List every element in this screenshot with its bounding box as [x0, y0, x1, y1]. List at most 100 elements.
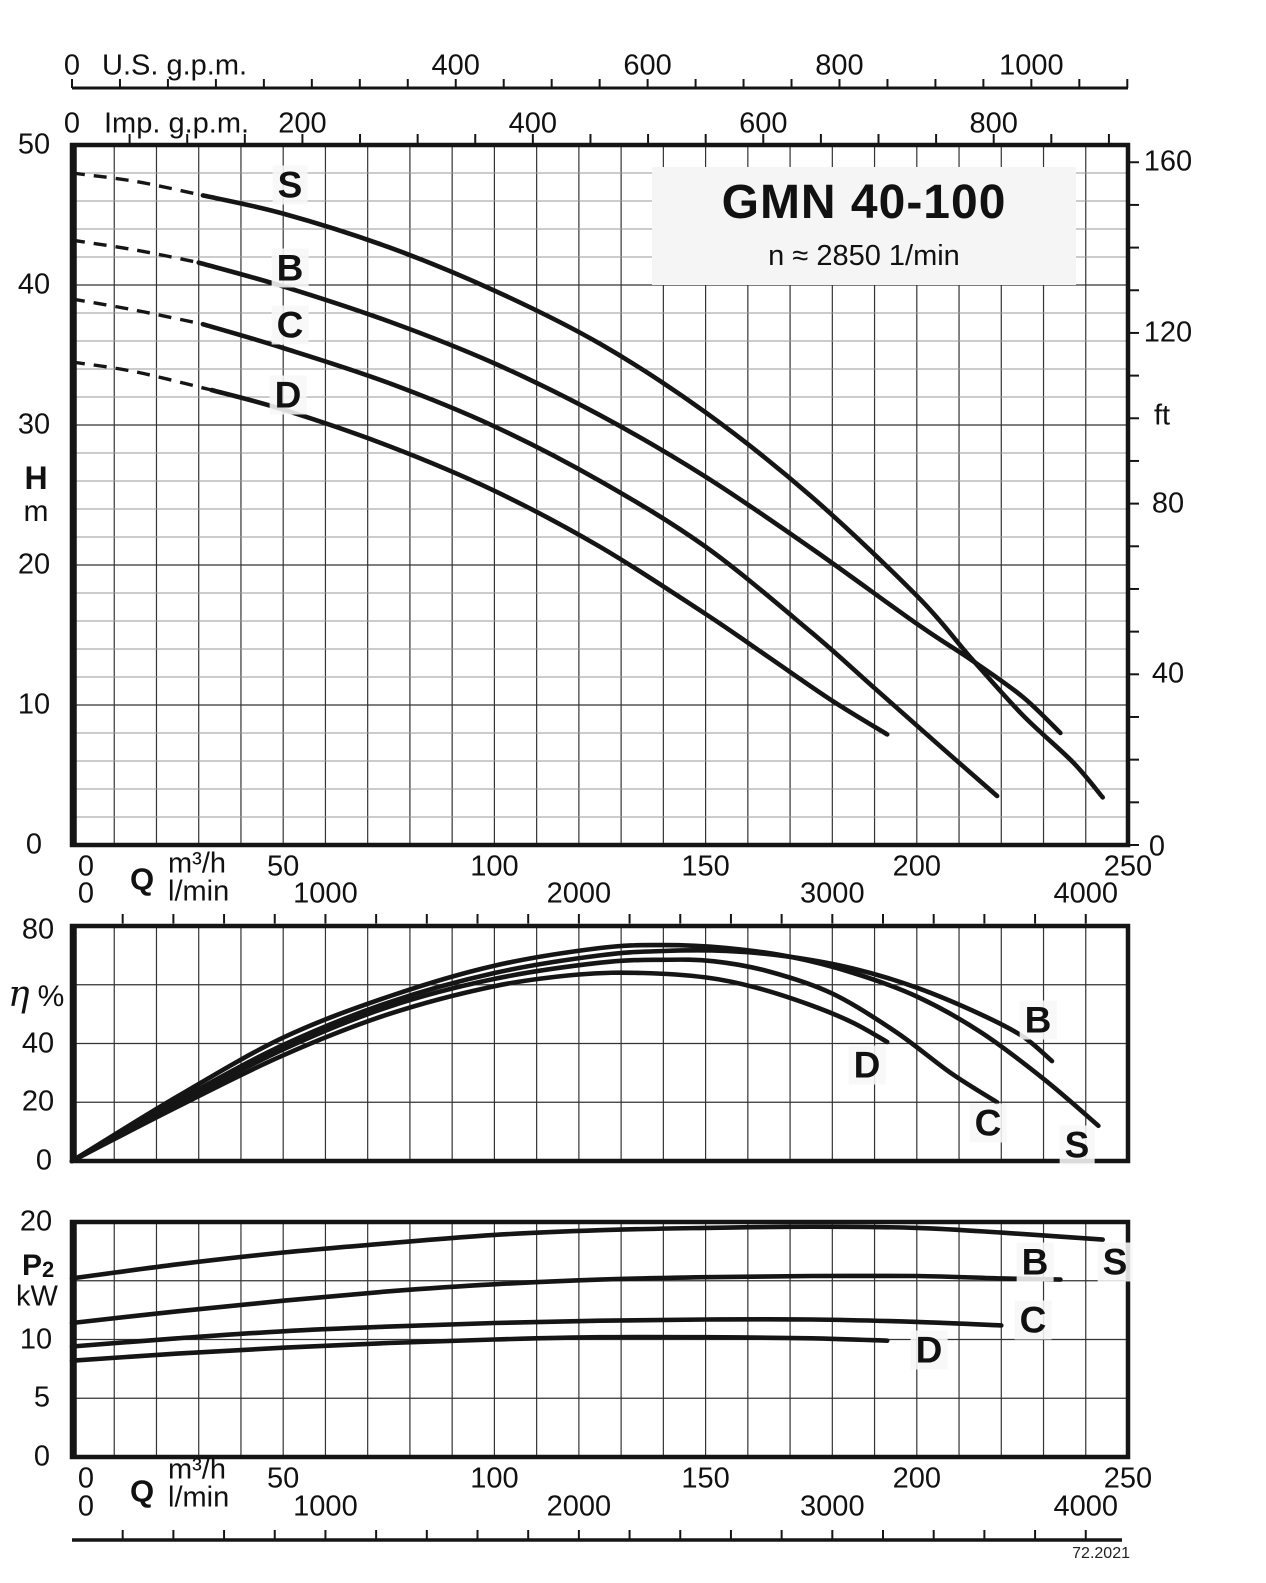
flow-lmin-tick-label-top: 2000: [546, 877, 612, 910]
curve-label-D-power: D: [910, 1330, 948, 1370]
us-gpm-tick-label: 800: [815, 49, 864, 82]
flow-m3h-tick-label-top: 0: [77, 850, 95, 883]
head-m-tick-label: 0: [25, 828, 43, 861]
head-axis-unit: m: [23, 495, 49, 528]
curve-label-S-head: S: [272, 165, 308, 205]
flow-lmin-tick-label-bottom: 2000: [546, 1490, 612, 1523]
us-gpm-axis-label: U.S. g.p.m.: [102, 49, 248, 82]
curve-S-head-dashed: [71, 171, 204, 198]
head-m-tick-label: 50: [17, 128, 51, 161]
p2-tick-label: 10: [19, 1323, 53, 1355]
ft-axis-unit: ft: [1153, 399, 1171, 432]
head-ft-tick-label: 0: [1148, 830, 1166, 863]
curve-C-power: [69, 1316, 1004, 1349]
curve-C-efficiency: [69, 957, 1000, 1164]
curve-B-power: [69, 1273, 1063, 1326]
curve-label-D-efficiency: D: [848, 1045, 886, 1085]
pump-model-title: GMN 40-100: [721, 176, 1007, 229]
curve-label-C-head: C: [271, 305, 309, 345]
flow-m3h-unit-bottom: m³/h: [168, 1453, 226, 1486]
us-gpm-tick-label: 0: [63, 49, 81, 82]
head-m-tick-label: 20: [17, 548, 51, 581]
curve-S-head: [200, 193, 1105, 800]
eta-tick-label: 0: [35, 1144, 53, 1177]
document-code: 72.2021: [1072, 1545, 1130, 1562]
curve-label-S-power: S: [1097, 1242, 1133, 1282]
p2-axis-symbol: P2: [22, 1251, 54, 1281]
us-gpm-tick-label: 600: [623, 49, 672, 82]
head-m-tick-label: 10: [17, 688, 51, 721]
imp-gpm-tick-label: 800: [969, 107, 1018, 140]
flow-m3h-tick-label-top: 200: [892, 850, 941, 883]
head-ft-tick-label: 160: [1143, 145, 1193, 178]
flow-m3h-tick-label-top: 150: [681, 850, 730, 883]
flow-lmin-unit-bottom: l/min: [168, 1481, 230, 1514]
flow-m3h-tick-label-bottom: 50: [267, 1462, 300, 1495]
flow-lmin-tick-label-bottom: 3000: [800, 1490, 865, 1523]
flow-m3h-tick-label-top: 50: [267, 850, 300, 883]
power-curves: [69, 1224, 1105, 1363]
us-gpm-tick-label: 1000: [999, 49, 1064, 82]
curve-B-head: [196, 260, 1063, 736]
curve-label-C-power: C: [1014, 1300, 1052, 1340]
title-box: GMN 40-100 n ≈ 2850 1/min: [652, 167, 1076, 285]
eta-axis-label: η %: [8, 977, 64, 1013]
curve-C-head-dashed: [71, 297, 204, 326]
efficiency-grid: [72, 926, 1128, 1161]
curve-label-S-efficiency: S: [1059, 1125, 1095, 1165]
curve-label-B-power: B: [1016, 1242, 1054, 1282]
flow-lmin-tick-label-top: 3000: [800, 877, 865, 910]
flow-lmin-tick-label-bottom: 4000: [1053, 1490, 1119, 1523]
head-curves: [71, 171, 1105, 800]
flow-axis-symbol-bottom: Q: [129, 1473, 155, 1509]
curve-S-power: [69, 1224, 1105, 1281]
curve-D-head-dashed: [71, 360, 212, 392]
imp-gpm-tick-label: 0: [63, 107, 81, 140]
flow-m3h-tick-label-bottom: 150: [681, 1462, 730, 1495]
eta-unit: %: [37, 980, 65, 1013]
flow-lmin-tick-label-top: 0: [77, 877, 95, 910]
flow-m3h-tick-label-bottom: 250: [1103, 1462, 1153, 1495]
flow-lmin-unit-top: l/min: [168, 875, 230, 908]
head-axis-symbol: H: [24, 460, 48, 496]
pump-speed-subtitle: n ≈ 2850 1/min: [768, 240, 960, 272]
eta-tick-label: 40: [21, 1027, 55, 1059]
p2-tick-label: 0: [33, 1440, 51, 1473]
curve-D-head: [209, 387, 890, 737]
curve-D-power: [69, 1334, 890, 1363]
p2-symbol-p: P: [22, 1249, 43, 1282]
p2-symbol-sub: 2: [42, 1257, 55, 1282]
p2-tick-label: 5: [33, 1381, 51, 1414]
curve-label-D-head: D: [269, 375, 307, 415]
eta-tick-label: 20: [21, 1085, 55, 1118]
curve-label-B-efficiency: B: [1019, 1000, 1057, 1040]
flow-m3h-tick-label-top: 100: [470, 850, 519, 883]
imp-gpm-tick-label: 600: [739, 107, 788, 140]
flow-axis-symbol-top: Q: [129, 861, 155, 897]
curve-B-head-dashed: [71, 238, 200, 265]
p2-tick-label: 20: [19, 1205, 53, 1238]
flow-m3h-tick-label-bottom: 200: [892, 1462, 941, 1495]
curve-S-efficiency: [69, 942, 1101, 1164]
p2-axis-unit: kW: [16, 1280, 58, 1313]
head-m-tick-label: 30: [17, 408, 51, 441]
head-ft-tick-label: 80: [1151, 487, 1185, 520]
curve-C-head: [200, 321, 1000, 799]
flow-m3h-tick-label-top: 250: [1103, 850, 1153, 883]
imp-gpm-tick-label: 400: [508, 107, 558, 140]
efficiency-curves: [69, 942, 1101, 1164]
flow-m3h-tick-label-bottom: 0: [77, 1462, 95, 1495]
curve-label-B-head: B: [271, 248, 309, 288]
imp-gpm-axis-label: Imp. g.p.m.: [104, 107, 250, 140]
curve-D-efficiency: [69, 970, 890, 1164]
curve-B-efficiency: [69, 948, 1055, 1164]
curve-label-C-efficiency: C: [969, 1103, 1007, 1143]
flow-m3h-tick-label-bottom: 100: [470, 1462, 519, 1495]
us-gpm-tick-label: 400: [431, 49, 480, 82]
imp-gpm-tick-label: 200: [278, 107, 327, 140]
flow-lmin-tick-label-top: 4000: [1053, 877, 1119, 910]
flow-lmin-tick-label-bottom: 0: [77, 1490, 95, 1523]
eta-tick-label: 80: [21, 913, 55, 946]
